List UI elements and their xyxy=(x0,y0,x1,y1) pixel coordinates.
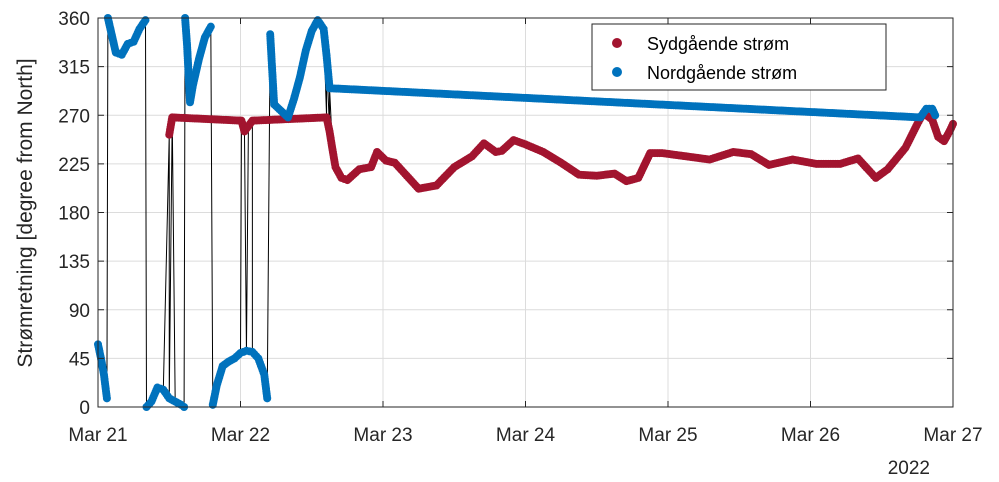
y-tick-label: 270 xyxy=(58,106,90,127)
data-point xyxy=(141,16,150,25)
legend-marker-sydgaende xyxy=(612,38,622,48)
series-nordgaende xyxy=(94,14,940,411)
data-point xyxy=(102,394,111,403)
ticks xyxy=(97,17,954,408)
y-axis-title: Strømretning [degree from North] xyxy=(14,58,37,367)
data-point xyxy=(206,22,215,31)
series-sydgaende xyxy=(165,109,957,193)
legend-label-nordgaende: Nordgående strøm xyxy=(647,63,797,83)
x-tick-labels: Mar 21 Mar 22 Mar 23 Mar 24 Mar 25 Mar 26 Mar … xyxy=(68,425,982,446)
x-tick-label: Mar 27 xyxy=(923,425,982,446)
y-tick-label: 135 xyxy=(58,252,90,273)
y-tick-label: 225 xyxy=(58,155,90,176)
x-year-label: 2022 xyxy=(888,458,930,479)
legend-label-sydgaende: Sydgående strøm xyxy=(647,34,789,54)
data-point xyxy=(263,394,272,403)
legend: Sydgående strøm Nordgående strøm xyxy=(591,23,887,91)
x-tick-label: Mar 21 xyxy=(68,425,127,446)
data-point xyxy=(931,111,940,120)
y-tick-label: 360 xyxy=(58,9,90,30)
y-tick-label: 45 xyxy=(69,349,90,370)
y-tick-label: 0 xyxy=(79,398,90,419)
x-tick-label: Mar 25 xyxy=(638,425,697,446)
y-tick-labels: 0 45 90 135 180 225 270 315 360 xyxy=(58,9,90,419)
x-tick-label: Mar 22 xyxy=(211,425,270,446)
series-layer xyxy=(94,14,957,411)
legend-box xyxy=(591,23,887,91)
x-tick-label: Mar 23 xyxy=(353,425,412,446)
legend-marker-nordgaende xyxy=(612,67,622,77)
x-tick-label: Mar 24 xyxy=(496,425,556,446)
y-tick-label: 315 xyxy=(58,58,90,79)
x-tick-label: Mar 26 xyxy=(781,425,840,446)
y-tick-label: 90 xyxy=(69,301,90,322)
y-tick-label: 180 xyxy=(58,204,90,225)
